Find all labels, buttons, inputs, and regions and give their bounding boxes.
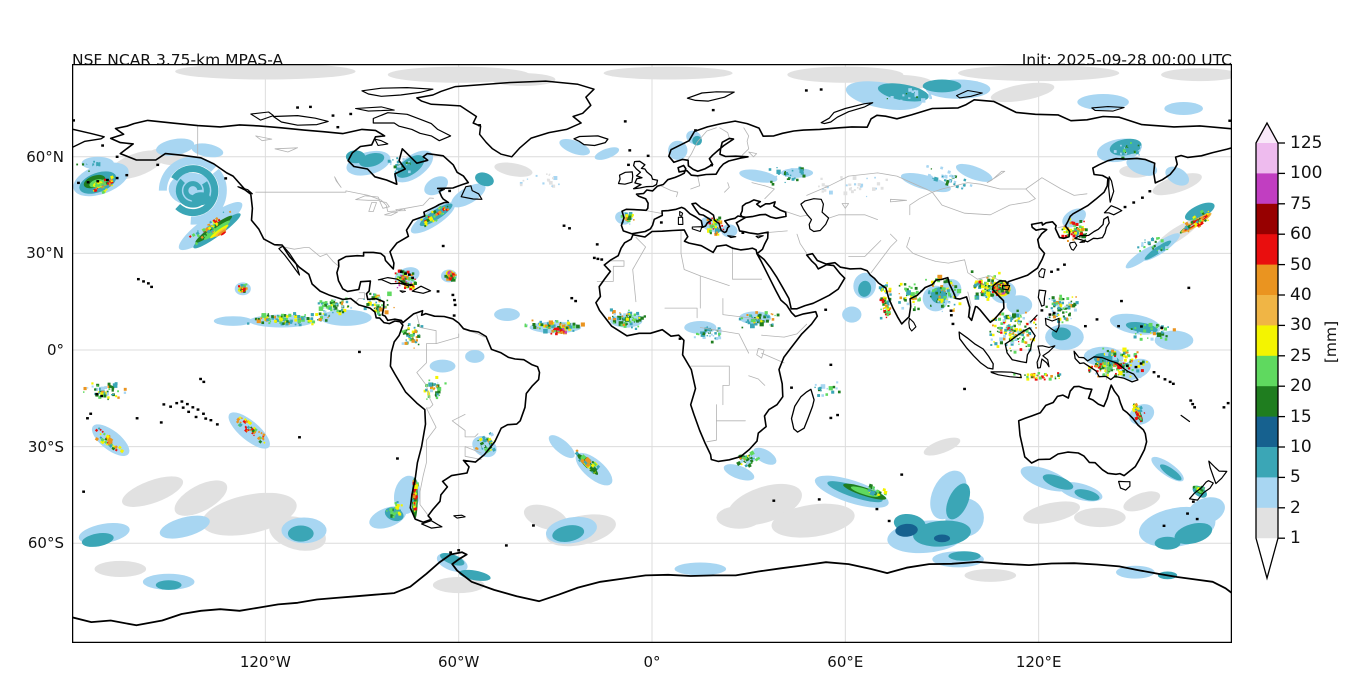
lat-tick-label: 30°S <box>27 437 64 456</box>
lat-tick-label: 60°S <box>27 534 64 553</box>
colorbar-canvas <box>1255 121 1285 581</box>
colorbar-tick-label: 2 <box>1290 497 1301 518</box>
lon-tick-label: 0° <box>643 653 661 671</box>
colorbar-tick-label: 20 <box>1290 376 1312 397</box>
country-borders-layer <box>197 125 1107 518</box>
colorbar-tick-label: 40 <box>1290 285 1312 305</box>
colorbar-tick-label: 30 <box>1290 315 1312 336</box>
colorbar-tick-label: 1 <box>1290 528 1301 549</box>
lat-tick-label: 0° <box>46 341 64 359</box>
colorbar-unit-label: [mm] <box>1322 320 1340 364</box>
coastlines-layer <box>72 80 1232 627</box>
colorbar-tick-label: 100 <box>1290 163 1323 184</box>
colorbar-tick-label: 75 <box>1290 193 1312 214</box>
lon-tick-label: 60°W <box>437 653 480 671</box>
lon-tick-label: 120°W <box>239 653 291 671</box>
lon-tick-label: 60°E <box>827 653 864 671</box>
map-canvas <box>72 64 1232 643</box>
colorbar-tick-label: 15 <box>1290 406 1312 427</box>
precipitation-layer <box>73 64 1232 594</box>
precipitation-colorbar: 125 100 75 60 50 40 30 25 20 15 10 5 2 1 <box>1250 118 1361 588</box>
colorbar-tick-label: 25 <box>1290 345 1312 366</box>
lat-tick-label: 60°N <box>26 147 64 166</box>
colorbar-tick-label: 10 <box>1290 437 1312 457</box>
colorbar-tick-label: 60 <box>1290 224 1312 245</box>
lat-tick-label: 30°N <box>26 244 64 263</box>
colorbar-tick-label: 50 <box>1290 254 1312 275</box>
lon-tick-label: 120°E <box>1015 653 1062 671</box>
colorbar-tick-label: 5 <box>1290 467 1301 488</box>
colorbar-tick-label: 125 <box>1290 133 1323 153</box>
world-precipitation-map <box>72 64 1232 643</box>
